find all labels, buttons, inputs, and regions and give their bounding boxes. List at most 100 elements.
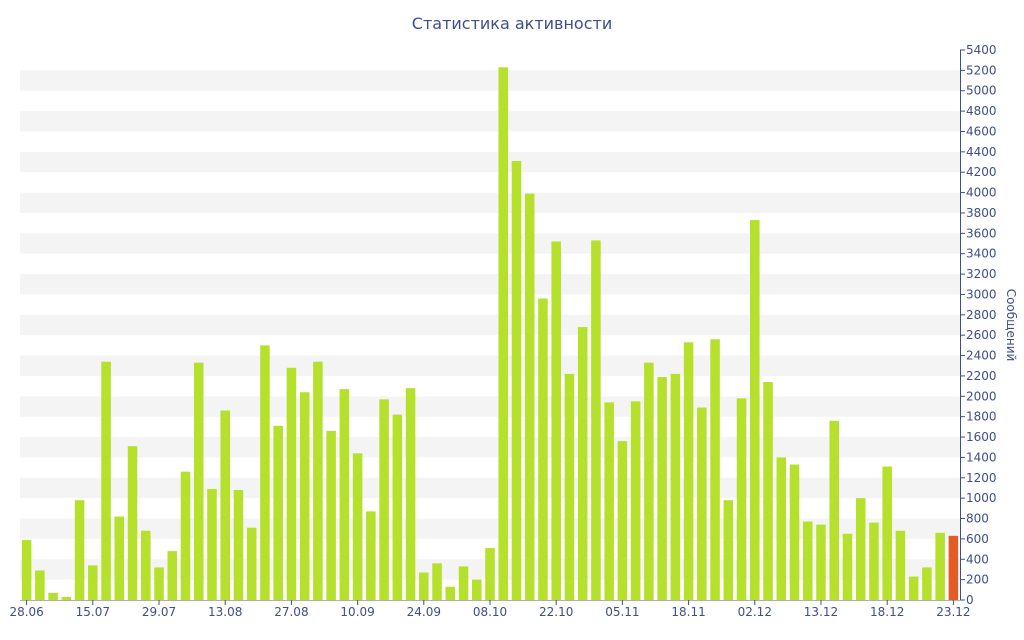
bar [882,466,892,600]
bar [445,586,456,600]
bar [352,453,363,600]
bar [750,220,760,600]
bar [697,407,707,600]
grid-band [20,151,960,173]
y-tick-label: 1400 [966,450,997,464]
y-tick-label: 4400 [966,145,997,159]
y-tick-label: 3000 [966,287,997,301]
bar [551,241,561,600]
x-tick-label: 10.09 [340,605,374,619]
bar [299,392,310,600]
x-tick-label: 08.10 [473,605,507,619]
y-tick-label: 200 [966,573,989,587]
bar [74,500,85,600]
bar [908,576,919,600]
bar [511,161,522,600]
bar [207,488,217,600]
bar [842,533,853,600]
y-tick-label: 2800 [966,308,997,322]
bar [948,535,959,600]
bar [498,67,509,600]
bar [644,362,654,600]
bar [286,367,297,600]
grid-bands [20,70,960,580]
grid-band [20,192,960,213]
y-tick-label: 4600 [966,124,997,138]
y-tick-label: 1000 [966,491,997,505]
bar [392,414,403,600]
bar [855,498,866,600]
bar [419,572,429,600]
bar [405,388,416,600]
bar [736,398,747,600]
y-tick-label: 4200 [966,165,997,179]
bar [313,361,323,600]
y-tick-label: 1600 [966,430,997,444]
bar [233,490,244,600]
y-axis: 0 200 400 600 800 1000 1200 1400 1600 1800 2000 220… [960,43,997,607]
y-tick-label: 4000 [966,186,997,200]
y-tick-label: 2000 [966,389,997,403]
bar [869,522,879,600]
x-tick-label: 15.07 [76,605,110,619]
chart-title: Статистика активности [411,14,613,33]
bar [723,500,734,600]
bar [180,471,191,600]
bar [789,464,800,600]
bar [471,579,482,600]
bar [246,527,257,600]
grid-band [20,477,960,499]
bar [339,389,350,600]
bar [617,441,628,600]
x-tick-label: 29.07 [142,605,176,619]
x-tick-label: 18.12 [870,605,904,619]
bar [710,339,720,600]
bar [114,516,125,600]
bar [657,376,667,600]
x-tick-label: 22.10 [539,605,573,619]
bar [432,563,442,600]
bar [326,430,336,600]
grid-band [20,233,960,254]
bar [577,327,588,600]
y-tick-label: 2400 [966,349,997,363]
bar [101,361,111,600]
x-tick-label: 02.12 [738,605,772,619]
y-tick-label: 5000 [966,84,997,98]
y-tick-label: 5200 [966,63,997,77]
y-tick-label: 2200 [966,369,997,383]
x-axis: 28.06 15.07 29.07 13.08 27.08 10.09 24.09 08.10… [9,600,971,619]
bar [141,530,151,600]
y-tick-label: 3200 [966,267,997,281]
bar [763,382,773,600]
bar [630,401,641,600]
bar [458,566,469,600]
bar [802,521,813,600]
y-tick-label: 3400 [966,247,997,261]
grid-band [20,274,960,295]
y-tick-label: 600 [966,532,989,546]
bar [683,342,694,600]
bar [167,551,178,600]
bar [48,592,58,600]
bar [193,362,204,600]
bar [485,548,495,600]
y-tick-label: 1800 [966,410,997,424]
y-tick-label: 3800 [966,206,997,220]
grid-band [20,396,960,417]
bars [21,67,959,601]
bar [379,399,389,600]
bar [260,345,270,600]
x-tick-label: 24.09 [407,605,441,619]
bar [670,373,681,600]
y-tick-label: 2600 [966,328,997,342]
y-tick-label: 4800 [966,104,997,118]
bar [829,420,839,600]
bar [591,240,601,601]
grid-band [20,355,960,376]
bar [564,373,575,600]
bar [776,457,787,600]
bar [127,446,138,600]
bar [220,410,230,600]
